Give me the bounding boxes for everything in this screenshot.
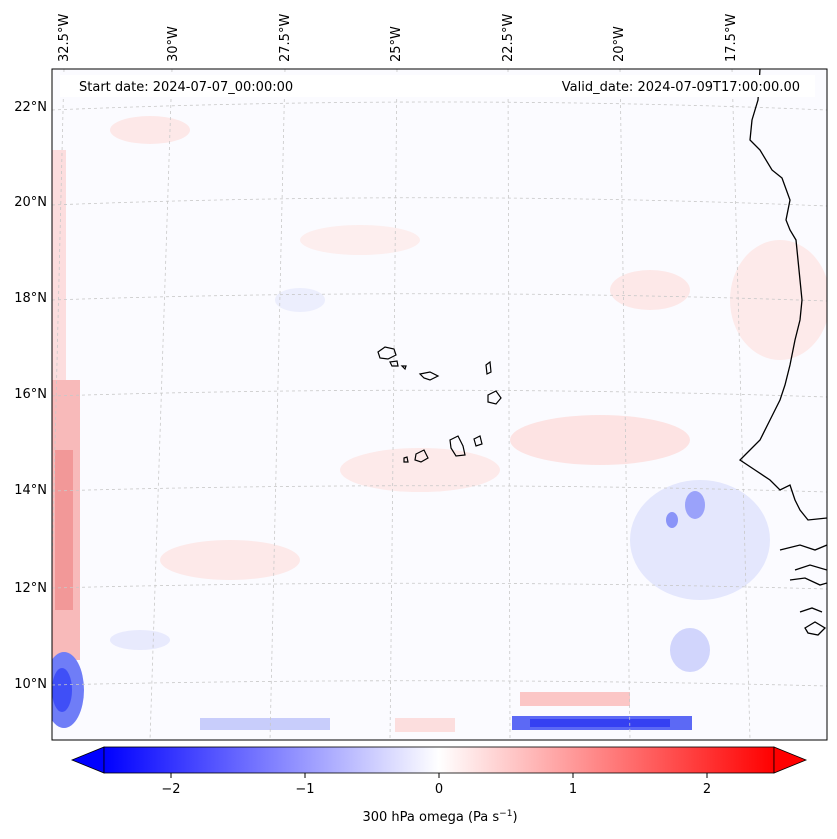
colorbar-tick-label: 2 [703,782,711,797]
lon-label: 25°W [389,26,404,62]
lat-label: 22°N [14,100,47,115]
longitude-labels: 32.5°W 30°W 27.5°W 25°W 22.5°W 20°W 17.5… [57,14,739,62]
lon-label: 27.5°W [278,14,293,62]
colorbar-ticks: −2 −1 0 1 2 [161,773,711,797]
colorbar-high-extend [773,746,808,774]
colorbar: −2 −1 0 1 2 300 hPa omega (Pa s−1) [70,746,808,825]
lat-label: 16°N [14,387,47,402]
lon-label: 32.5°W [57,14,72,62]
latitude-labels: 22°N 20°N 18°N 16°N 14°N 12°N 10°N [14,100,47,692]
header-background [60,75,815,97]
lon-label: 30°W [166,26,181,62]
lat-label: 12°N [14,581,47,596]
colorbar-low-extend [70,746,105,774]
lat-label: 18°N [14,291,47,306]
omega-field [52,116,827,732]
colorbar-body [103,746,775,774]
map-background [52,69,827,740]
map-border [51,68,828,741]
graticule [52,69,827,740]
coastline [738,69,827,636]
valid-date-label: Valid_date: 2024-07-09T17:00:00.00 [562,80,800,95]
lon-label: 20°W [612,26,627,62]
lat-label: 10°N [14,677,47,692]
colorbar-tick-label: −2 [161,782,180,797]
colorbar-label: 300 hPa omega (Pa s−1) [362,809,517,825]
cape-verde-islands [377,346,502,463]
lat-label: 14°N [14,483,47,498]
start-date-label: Start date: 2024-07-07_00:00:00 [79,80,293,95]
colorbar-tick-label: −1 [295,782,314,797]
colorbar-tick-label: 1 [569,782,577,797]
map-panel [52,69,827,740]
lon-label: 17.5°W [724,14,739,62]
lon-label: 22.5°W [501,14,516,62]
lat-label: 20°N [14,195,47,210]
colorbar-tick-label: 0 [435,782,443,797]
